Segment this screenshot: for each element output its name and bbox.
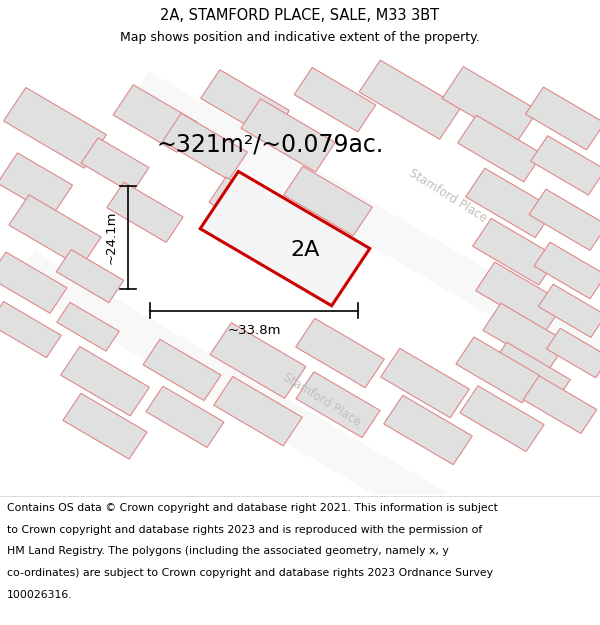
Text: ~24.1m: ~24.1m: [105, 211, 118, 264]
Polygon shape: [0, 153, 73, 216]
Text: ~33.8m: ~33.8m: [227, 324, 281, 337]
Polygon shape: [547, 328, 600, 378]
Polygon shape: [442, 67, 538, 142]
Text: Map shows position and indicative extent of the property.: Map shows position and indicative extent…: [120, 31, 480, 44]
Polygon shape: [56, 249, 124, 302]
Polygon shape: [380, 348, 469, 418]
Polygon shape: [128, 71, 600, 451]
Text: Stamford Place: Stamford Place: [281, 371, 364, 429]
Polygon shape: [296, 372, 380, 438]
Polygon shape: [476, 262, 565, 331]
Polygon shape: [81, 138, 149, 193]
Text: HM Land Registry. The polygons (including the associated geometry, namely x, y: HM Land Registry. The polygons (includin…: [7, 546, 449, 556]
Polygon shape: [456, 337, 540, 403]
Polygon shape: [483, 303, 567, 369]
Polygon shape: [526, 87, 600, 150]
Polygon shape: [473, 218, 557, 285]
Polygon shape: [523, 376, 597, 434]
Text: 100026316.: 100026316.: [7, 589, 73, 599]
Polygon shape: [530, 136, 600, 195]
Polygon shape: [359, 60, 461, 139]
Polygon shape: [534, 242, 600, 299]
Text: co-ordinates) are subject to Crown copyright and database rights 2023 Ordnance S: co-ordinates) are subject to Crown copyr…: [7, 568, 493, 578]
Text: ~321m²/~0.079ac.: ~321m²/~0.079ac.: [157, 132, 383, 157]
Polygon shape: [200, 171, 370, 306]
Polygon shape: [210, 322, 306, 398]
Polygon shape: [466, 168, 554, 238]
Polygon shape: [107, 182, 183, 243]
Text: 2A, STAMFORD PLACE, SALE, M33 3BT: 2A, STAMFORD PLACE, SALE, M33 3BT: [160, 8, 440, 23]
Text: 2A: 2A: [290, 240, 320, 260]
Polygon shape: [294, 68, 376, 132]
Polygon shape: [163, 113, 247, 180]
Polygon shape: [460, 386, 544, 452]
Polygon shape: [113, 85, 197, 152]
Polygon shape: [200, 70, 289, 139]
Polygon shape: [57, 302, 119, 351]
Polygon shape: [61, 346, 149, 416]
Text: to Crown copyright and database rights 2023 and is reproduced with the permissio: to Crown copyright and database rights 2…: [7, 524, 482, 534]
Polygon shape: [143, 339, 221, 401]
Polygon shape: [146, 386, 224, 448]
Text: Stamford Place: Stamford Place: [407, 166, 490, 224]
Polygon shape: [63, 393, 147, 459]
Polygon shape: [9, 195, 101, 268]
Polygon shape: [214, 376, 302, 446]
Polygon shape: [284, 166, 373, 236]
Polygon shape: [490, 342, 570, 405]
Polygon shape: [209, 177, 287, 238]
Text: Contains OS data © Crown copyright and database right 2021. This information is : Contains OS data © Crown copyright and d…: [7, 503, 498, 513]
Polygon shape: [538, 284, 600, 338]
Polygon shape: [0, 252, 67, 313]
Polygon shape: [13, 251, 527, 571]
Polygon shape: [0, 301, 61, 358]
Polygon shape: [383, 395, 472, 464]
Polygon shape: [4, 88, 106, 168]
Polygon shape: [296, 318, 385, 388]
Polygon shape: [529, 189, 600, 251]
Polygon shape: [458, 115, 542, 182]
Polygon shape: [241, 99, 335, 172]
